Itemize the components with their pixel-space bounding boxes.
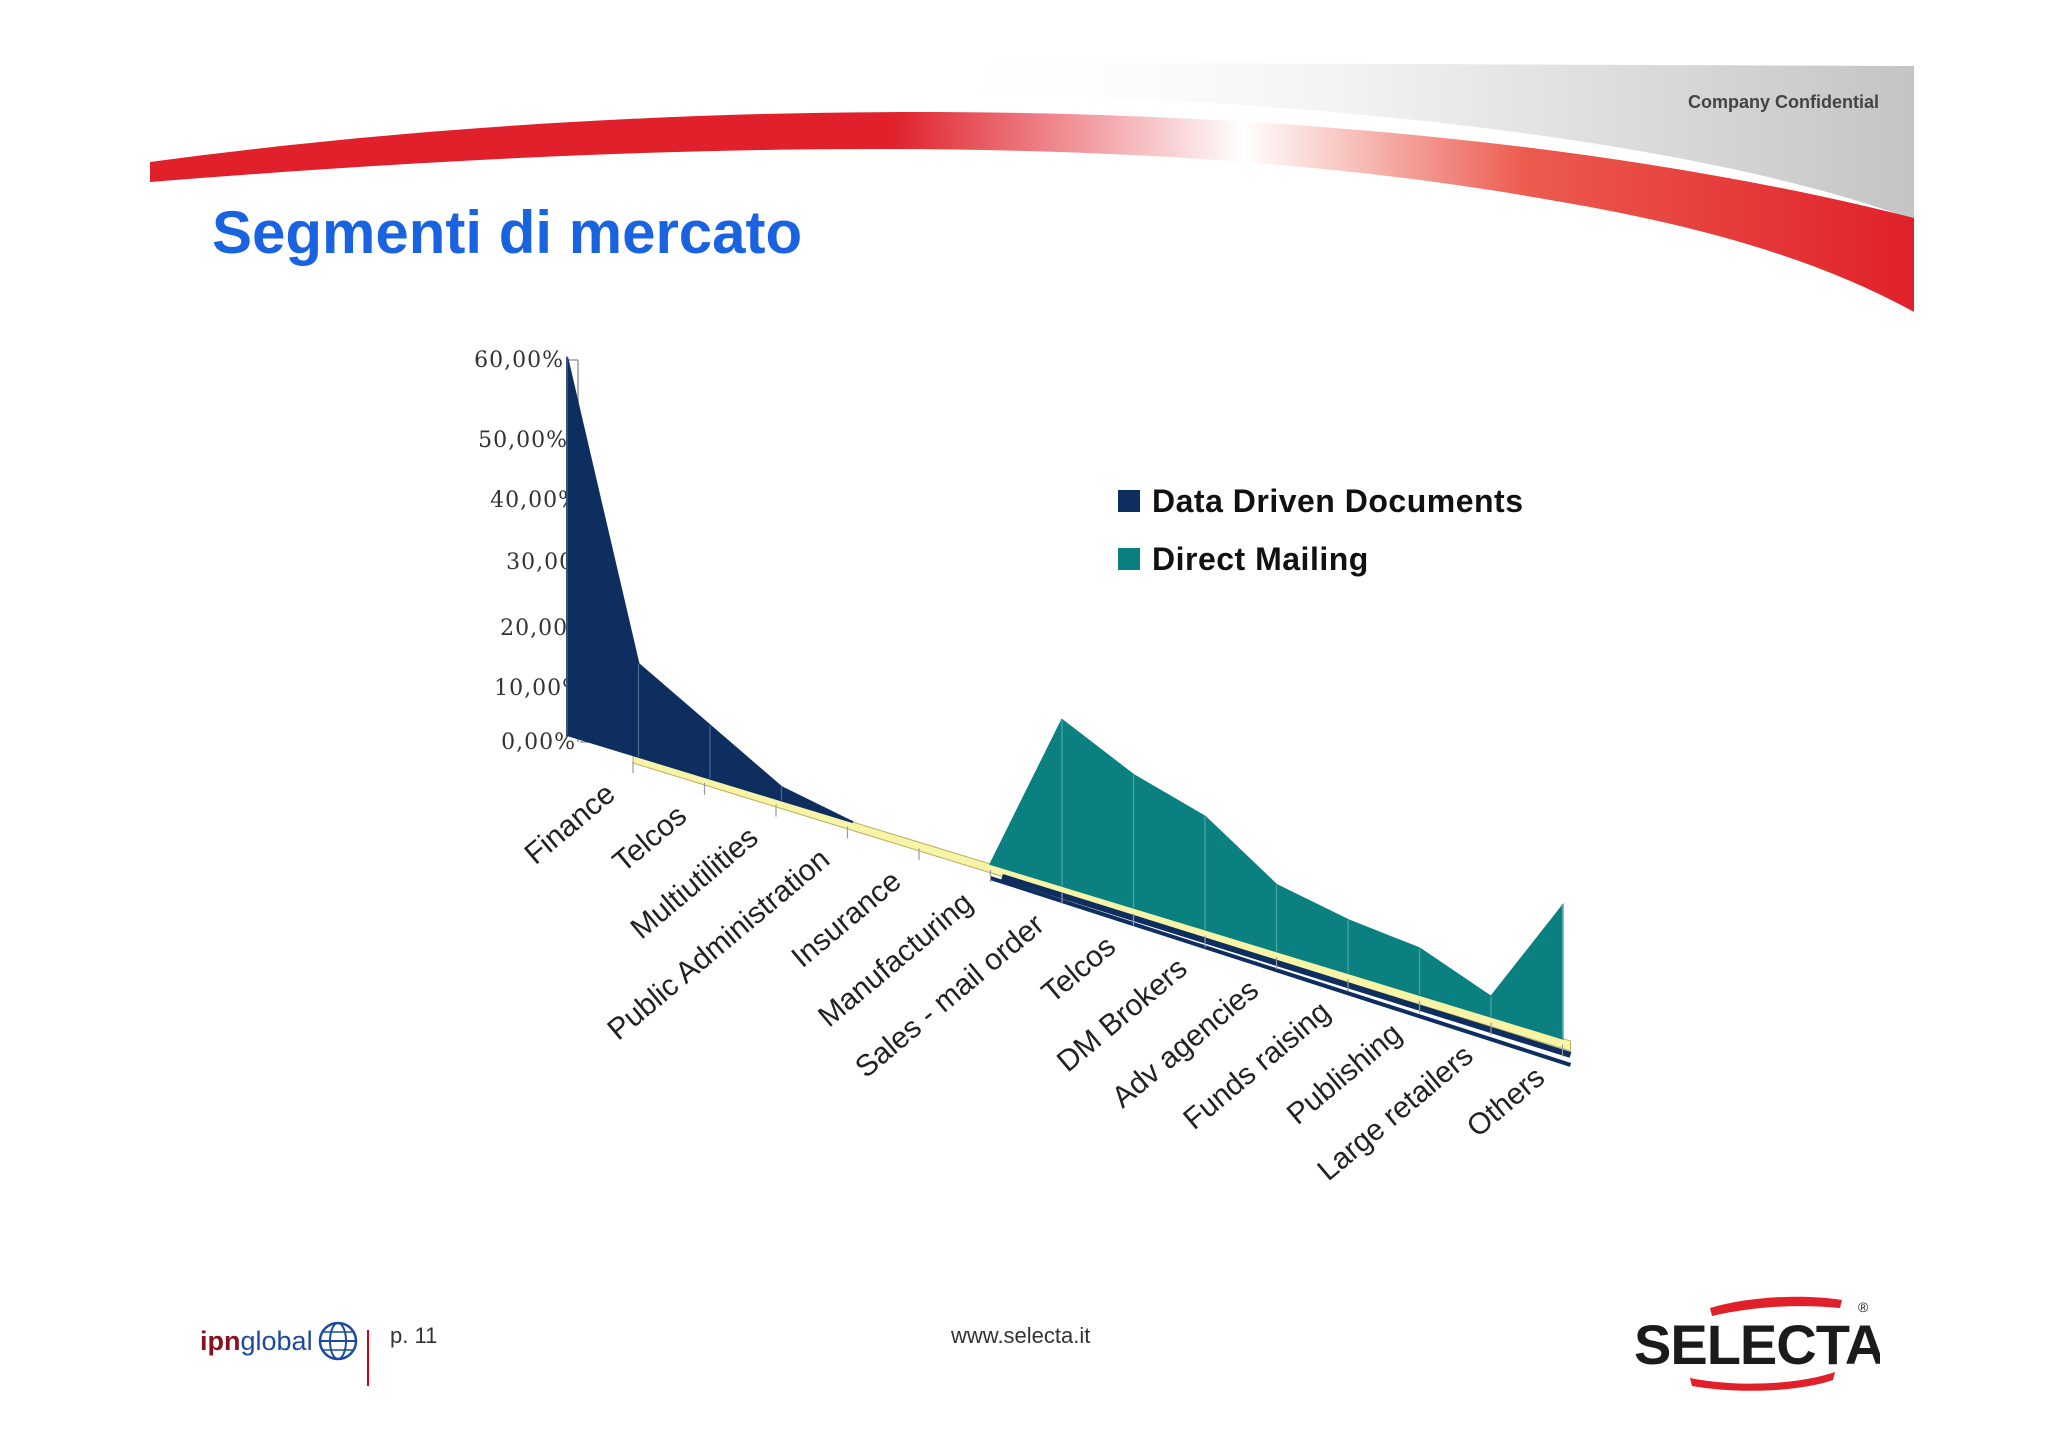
y-tick-label-5: 50,00% xyxy=(478,428,568,453)
selecta-logo-swoosh-bottom xyxy=(1690,1372,1835,1391)
x-tick-label-13: Others xyxy=(1461,1061,1551,1144)
legend-item-1: Direct Mailing xyxy=(1118,530,1523,588)
x-tick-label-7: Telcos xyxy=(1036,930,1122,1010)
banner-grey-band xyxy=(900,62,1914,220)
page-number: p. 11 xyxy=(390,1323,438,1348)
confidential-label: Company Confidential xyxy=(1687,92,1879,112)
series-0-area xyxy=(566,356,854,824)
ipn-logo-rest: global xyxy=(240,1325,313,1356)
selecta-logo-swoosh-top xyxy=(1710,1296,1842,1316)
website-url: www.selecta.it xyxy=(951,1323,1091,1348)
x-tick-label-0: Finance xyxy=(519,777,622,871)
ipnglobal-logo: ipnglobal xyxy=(200,1320,359,1362)
footer-divider xyxy=(367,1330,369,1386)
y-tick-label-4: 40,00% xyxy=(490,488,580,513)
registered-mark: ® xyxy=(1858,1299,1869,1315)
page-title: Segmenti di mercato xyxy=(212,199,803,266)
series-layer xyxy=(566,356,1564,1040)
y-tick-label-6: 60,00% xyxy=(474,348,564,373)
legend-label-1: Direct Mailing xyxy=(1152,540,1369,577)
series-1-area xyxy=(989,718,1564,1040)
legend-label-0: Data Driven Documents xyxy=(1152,482,1524,519)
y-tick-label-0: 0,00% xyxy=(501,730,576,755)
selecta-logo-text: SELECTA xyxy=(1634,1313,1880,1376)
legend-swatch-0 xyxy=(1118,490,1140,512)
chart-legend: Data Driven Documents Direct Mailing xyxy=(1118,472,1523,588)
chart-floor xyxy=(632,754,1572,1067)
header-banner xyxy=(150,62,1914,312)
banner-red-swoosh xyxy=(150,112,1914,312)
legend-swatch-1 xyxy=(1118,548,1140,570)
series-0-floor-edge xyxy=(1001,873,1572,1058)
selecta-logo: SELECTA ® xyxy=(1634,1296,1880,1391)
ipn-logo-bold: ipn xyxy=(200,1325,241,1356)
x-tick-label-1: Telcos xyxy=(607,799,693,879)
legend-item-0: Data Driven Documents xyxy=(1118,472,1523,530)
globe-icon xyxy=(318,1321,357,1361)
series-depth-edge xyxy=(989,876,1572,1067)
